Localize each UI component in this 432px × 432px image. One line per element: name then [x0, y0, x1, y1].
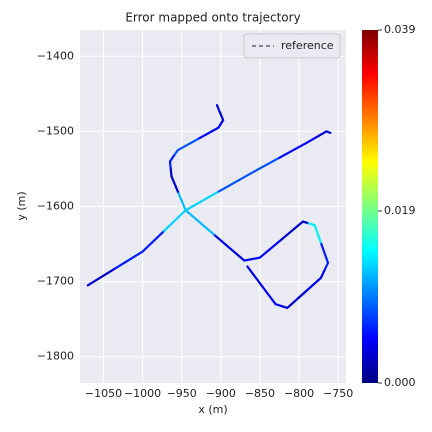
trajectory-segment [307, 222, 323, 246]
x-axis-label: x (m) [198, 403, 227, 416]
trajectory-segment [215, 104, 222, 114]
trajectory-segment [217, 156, 281, 193]
trajectory-segment [246, 265, 263, 287]
trajectory-segment [278, 135, 318, 159]
x-tick-label: −1050 [85, 387, 122, 400]
legend-box [243, 33, 341, 59]
x-tick-label: −950 [167, 387, 197, 400]
colorbar-tick-label: 0.000 [384, 376, 416, 389]
y-axis-label: y (m) [15, 191, 28, 220]
y-tick-label: −1800 [37, 350, 74, 363]
trajectory-segment [213, 234, 254, 262]
chart-title: Error mapped onto trajectory [125, 11, 300, 25]
y-tick-label: −1400 [37, 49, 74, 62]
trajectory-segment [280, 291, 306, 310]
trajectory-segment [168, 154, 175, 171]
trajectory-segment [172, 137, 200, 157]
y-tick-label: −1500 [37, 124, 74, 137]
y-tick-label: −1700 [37, 275, 74, 288]
trajectory-segment [327, 131, 332, 134]
trajectory-segment [260, 284, 283, 308]
y-tick-label: −1600 [37, 200, 74, 213]
x-tick-label: −800 [284, 387, 314, 400]
trajectory-segment [86, 267, 117, 287]
trajectory-segment [280, 220, 310, 241]
trajectory-segment [163, 190, 220, 233]
legend-label: reference [281, 39, 334, 52]
trajectory-segment [197, 122, 222, 141]
trajectory-segment [218, 111, 225, 125]
colorbar [362, 30, 378, 383]
x-tick-label: −900 [206, 387, 236, 400]
trajectory-segment [320, 242, 330, 272]
trajectory-segment [169, 167, 180, 195]
x-tick-label: −750 [323, 387, 353, 400]
x-tick-label: −850 [245, 387, 275, 400]
trajectory-segment [251, 238, 283, 261]
trajectory-segment [114, 229, 166, 270]
x-tick-label: −1000 [124, 387, 161, 400]
colorbar-tick-label: 0.019 [384, 204, 416, 217]
colorbar-tick-label: 0.039 [384, 23, 416, 36]
trajectory-segment [303, 269, 326, 294]
